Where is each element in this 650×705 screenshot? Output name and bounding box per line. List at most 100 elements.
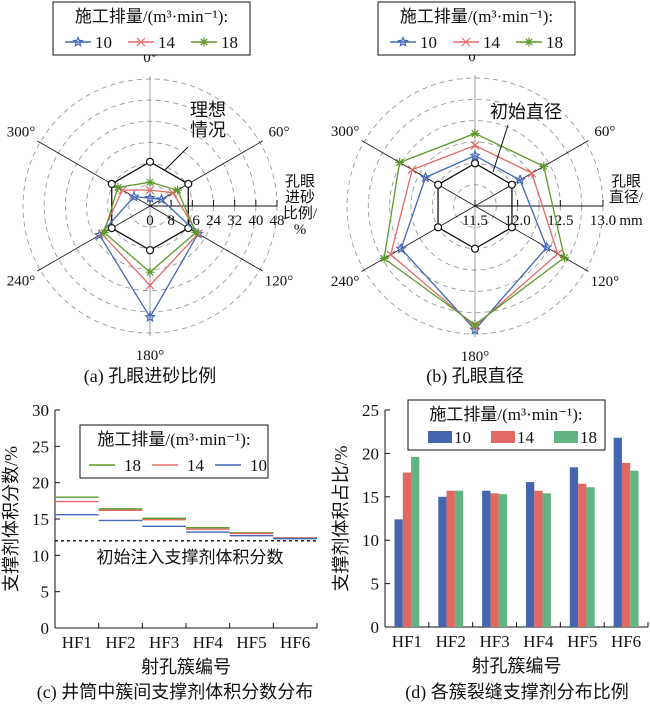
reference-label: 理想情况 [190, 100, 226, 140]
radial-axis-label: 孔眼 [285, 173, 315, 190]
legend-label-18: 18 [124, 456, 141, 475]
x-marker [470, 140, 480, 150]
bar-18-HF3 [498, 494, 508, 627]
asterisk-marker [395, 157, 405, 167]
y-tick-label: 15 [362, 488, 379, 507]
x-marker [527, 168, 537, 178]
reference-point [145, 157, 155, 166]
legend: 施工排量/(m³·min⁻¹): 10 14 18 [377, 1, 576, 56]
spoke-300 [361, 140, 476, 207]
reference-point [507, 180, 517, 189]
series-14 [97, 185, 203, 290]
x-tick-label: HF4 [193, 633, 224, 652]
y-tick-label: 20 [32, 474, 49, 493]
x-marker [136, 37, 146, 47]
x-tick-label: HF3 [479, 632, 509, 651]
bar-18-HF1 [411, 456, 420, 627]
star-marker [144, 192, 156, 203]
bar-10-HF5 [569, 467, 579, 627]
series-10 [394, 437, 622, 627]
bar-14-HF5 [578, 483, 587, 627]
series-line-10 [98, 196, 199, 319]
spoke-120 [474, 205, 589, 272]
legend-title: 施工排量/(m³·min⁻¹): [75, 7, 228, 26]
asterisk-marker [172, 185, 182, 195]
bar-14-HF1 [402, 472, 412, 627]
reference-point [145, 246, 155, 255]
reference-point [107, 179, 116, 189]
x-axis-label: 射孔簇编号 [472, 656, 562, 676]
caption: (c) 井筒中簇间支撑剂体积分数分布 [37, 682, 313, 703]
radial-tick-label: 12.5 [547, 213, 573, 229]
angle-label: 180° [136, 348, 165, 364]
x-tick-label: HF5 [236, 633, 266, 652]
bar-14-HF3 [490, 493, 499, 627]
legend-label-10: 10 [95, 33, 112, 52]
reference-leader-line [164, 146, 189, 171]
radar-chart-0: 0°60°120°180°240°300°0 8 16 24 32 40 48孔眼进砂比例/… [7, 50, 318, 387]
y-axis-label: 支撑剂体积分数/% [1, 446, 21, 592]
radial-tick-label: 11.5 [462, 213, 488, 229]
series-10 [395, 149, 553, 335]
angle-label: 180° [461, 349, 490, 365]
x-tick-label: HF6 [280, 633, 310, 652]
series-14 [402, 462, 631, 627]
asterisk-marker [470, 320, 480, 330]
series-14 [55, 500, 317, 539]
legend-box [79, 424, 269, 479]
y-tick-label: 30 [32, 401, 49, 420]
x-marker [145, 185, 155, 195]
radial-axis-label: 直径/ [609, 189, 644, 206]
radial-axis-label: 孔眼 [611, 173, 641, 190]
x-marker [145, 280, 155, 290]
legend-label-18: 18 [546, 33, 563, 52]
y-tick-label: 10 [362, 531, 379, 550]
legend-label-10: 10 [454, 428, 471, 447]
legend-title: 施工排量/(m³·min⁻¹): [97, 430, 250, 449]
legend-swatch-10 [428, 431, 452, 443]
angle-label: 240° [7, 274, 36, 290]
star-marker [72, 35, 84, 47]
bar-10-HF2 [438, 496, 447, 627]
legend-box [377, 1, 576, 56]
x-tick-label: HF4 [523, 632, 554, 651]
star-marker [128, 190, 140, 202]
radial-axis-label: 进砂 [285, 189, 315, 206]
angle-label: 240° [331, 274, 360, 290]
angle-label: 120° [265, 274, 294, 290]
asterisk-marker [470, 128, 480, 138]
asterisk-marker [379, 253, 389, 263]
radial-tick-label: 13.0 [590, 213, 616, 229]
star-marker [155, 193, 168, 205]
asterisk-marker [99, 227, 109, 237]
legend-label-18: 18 [580, 428, 597, 447]
x-tick-label: HF2 [105, 633, 135, 652]
legend-title: 施工排量/(m³·min⁻¹): [400, 7, 553, 26]
legend-swatch-18 [554, 431, 578, 443]
asterisk-marker [539, 161, 549, 171]
reference-point [470, 244, 480, 253]
asterisk-marker [113, 182, 123, 192]
star-marker [397, 35, 409, 47]
y-tick-label: 15 [32, 510, 49, 529]
spoke-60 [149, 140, 263, 207]
series-18 [99, 177, 201, 277]
bar-chart: 0 5 10 15 20 25 HF1 HF2 HF3 HF4 HF5 HF6 射孔簇编号 支撑剂体积占比… [331, 401, 649, 703]
reference-label: 初始直径 [490, 102, 562, 122]
bar-18-HF6 [630, 470, 639, 627]
legend-label-14: 14 [517, 428, 535, 447]
caption: (d) 各簇裂缝支撑剂分布比例 [405, 682, 629, 703]
radar-chart-1: 0°60°120°180°240°300°11.5 12.0 12.5 13.0孔眼直… [331, 49, 644, 387]
reference-label: 初始注入支撑剂体积分数 [97, 548, 284, 567]
caption: (a) 孔眼进砂比例 [84, 366, 216, 387]
bar-10-HF1 [394, 519, 403, 627]
reference-point [433, 223, 443, 232]
angle-label: 60° [269, 125, 290, 141]
asterisk-marker [524, 37, 534, 47]
legend-box [52, 1, 251, 56]
x-axis-label: 射孔簇编号 [141, 657, 231, 677]
reference-point [184, 179, 193, 189]
legend: 施工排量/(m³·min⁻¹): 10 14 18 [52, 1, 251, 56]
bar-10-HF4 [525, 482, 535, 627]
radial-tick-label: 48 [270, 213, 285, 229]
